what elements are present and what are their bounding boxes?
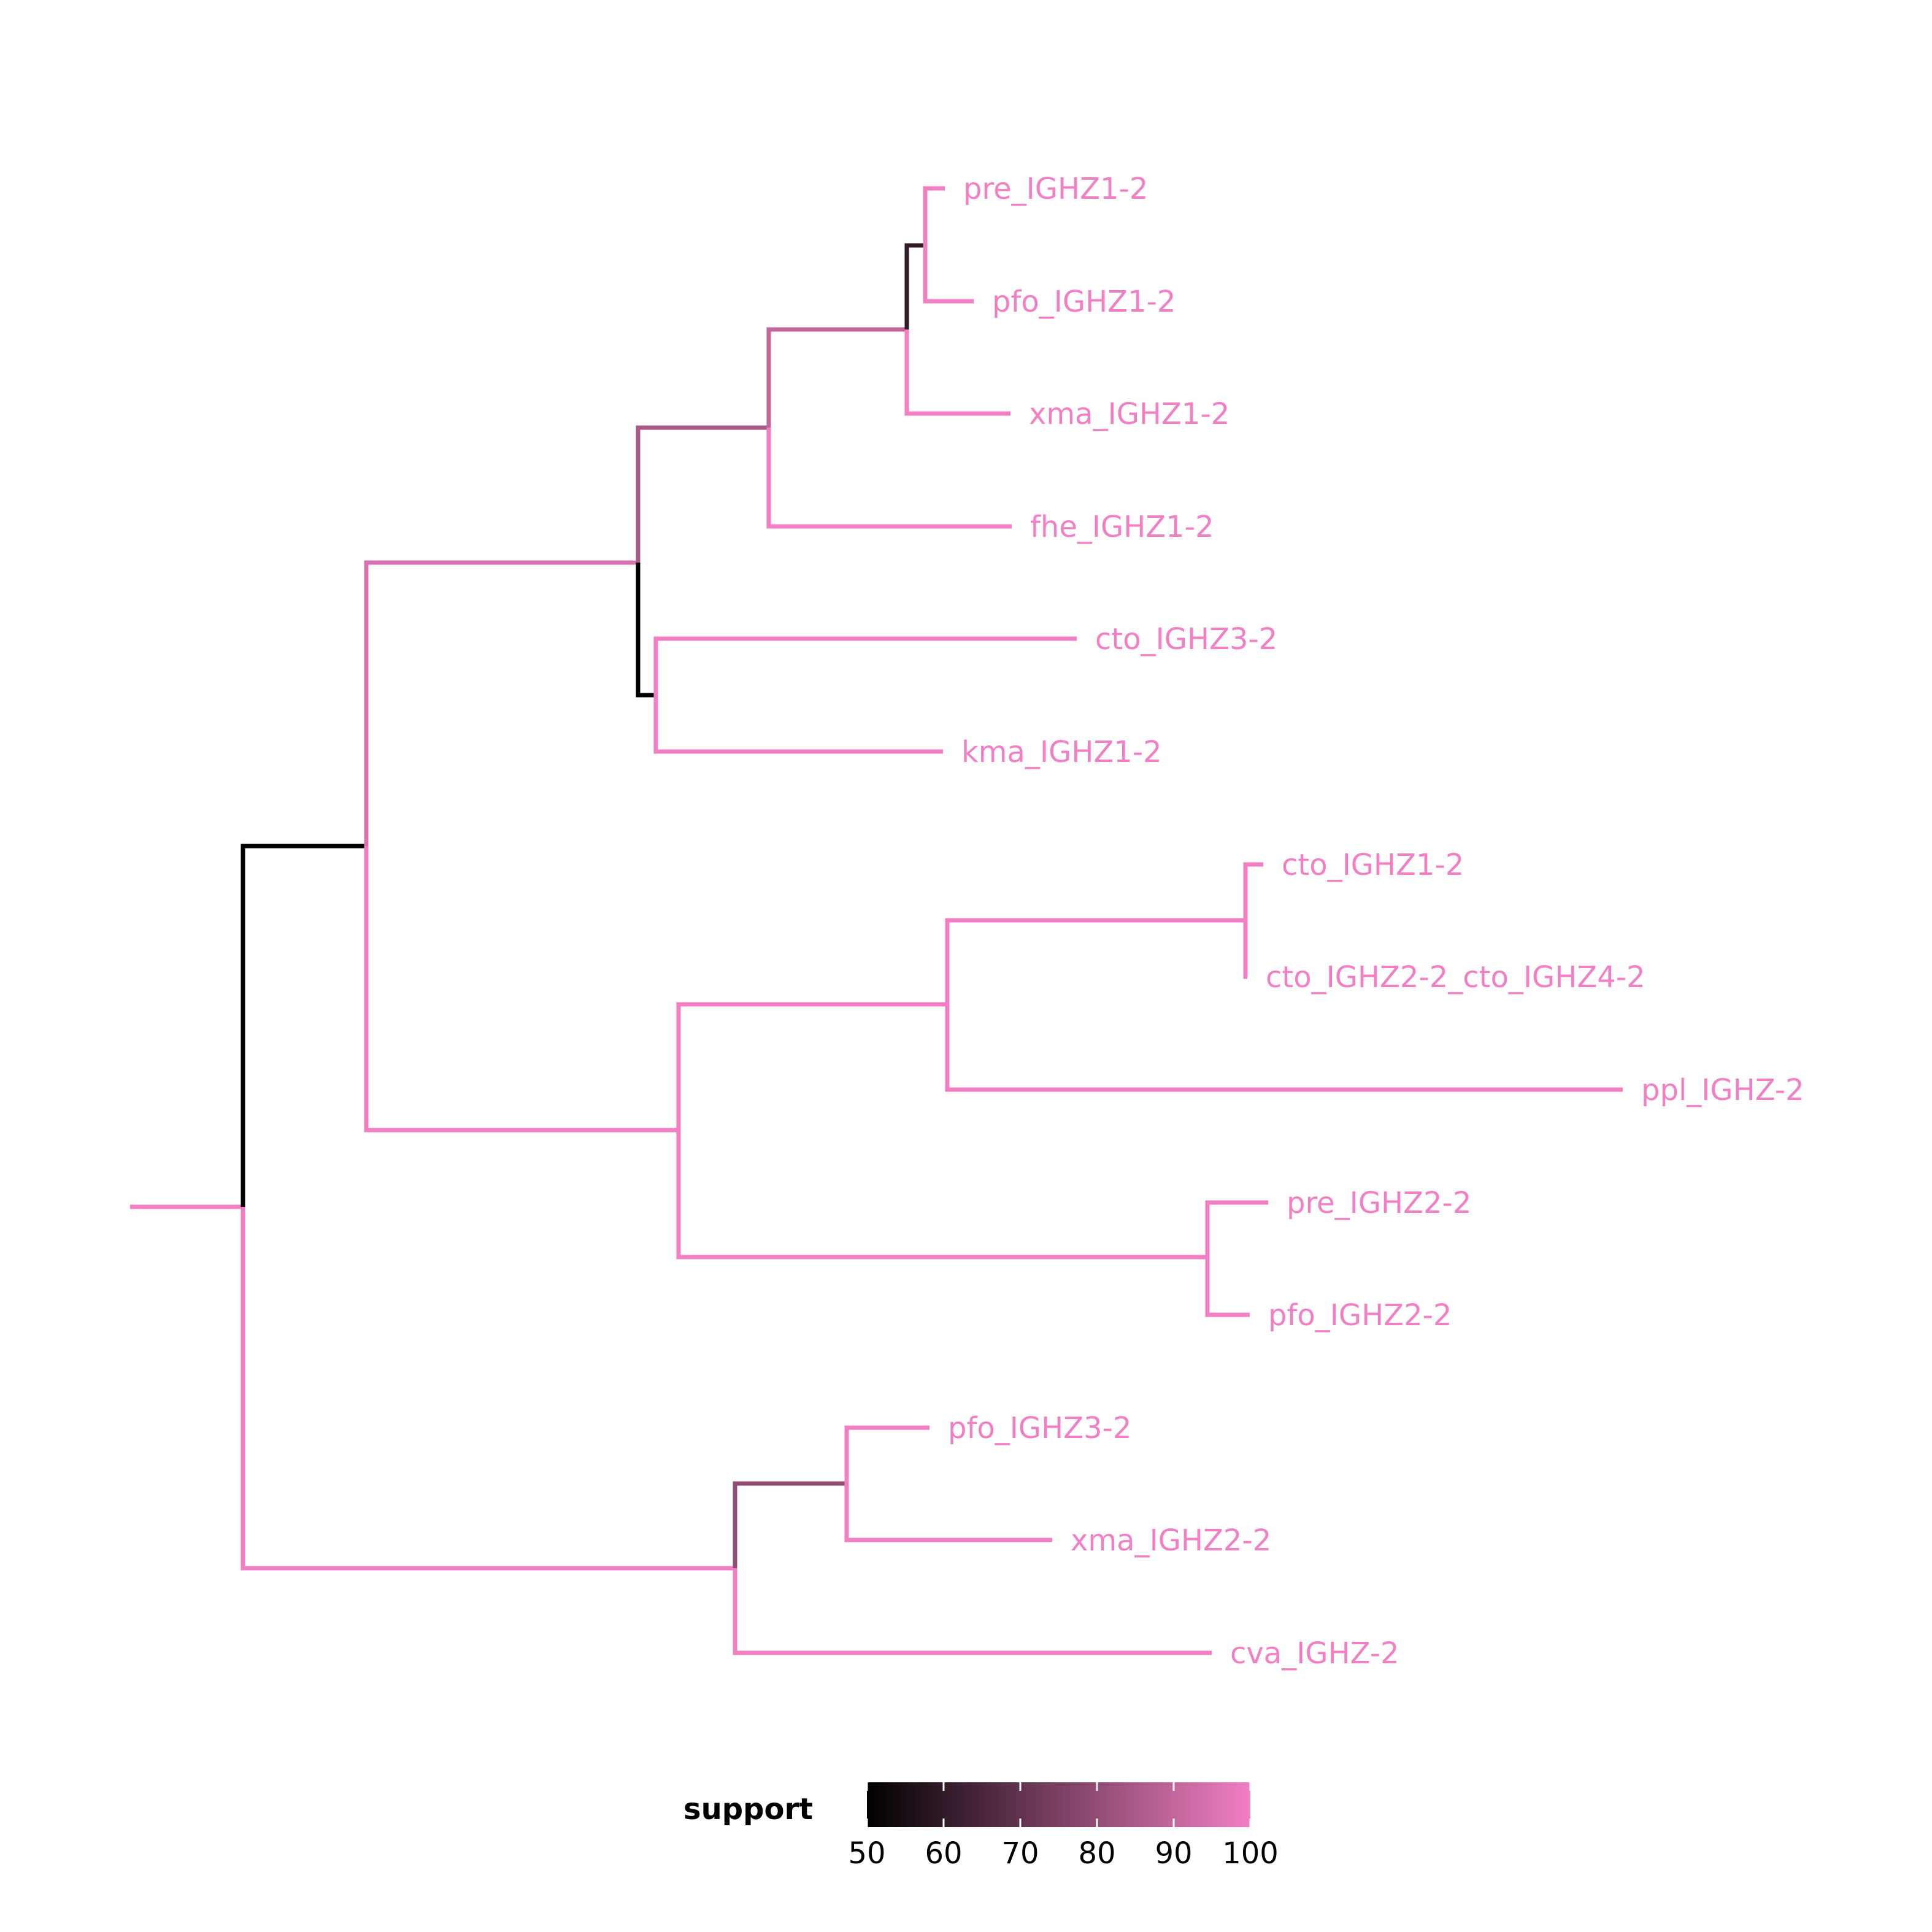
legend-tick-label-80: 80	[1078, 1836, 1115, 1871]
branch-t-pfo1	[923, 245, 974, 304]
branch-t-kma1	[653, 695, 943, 754]
branch-n5	[904, 243, 925, 329]
branch-t-ppl	[945, 1004, 1623, 1092]
tip-labels: pre_IGHZ1-2 pfo_IGHZ1-2 xma_IGHZ1-2 fhe_…	[948, 172, 1804, 1671]
legend-tick-label-70: 70	[1001, 1836, 1039, 1871]
tip-label-pre-ighz1-2: pre_IGHZ1-2	[963, 172, 1148, 206]
branch-t-cto3	[653, 636, 1077, 695]
branch-t-cto1	[1243, 862, 1263, 920]
branch-t-pre2	[1205, 1200, 1268, 1257]
tip-label-cva-ighz-2: cva_IGHZ-2	[1230, 1636, 1399, 1671]
tip-label-pfo-ighz1-2: pfo_IGHZ1-2	[992, 285, 1176, 319]
legend-tick-marks	[866, 1782, 1252, 1827]
tip-label-pre-ighz2-2: pre_IGHZ2-2	[1287, 1186, 1471, 1220]
tip-label-xma-ighz2-2: xma_IGHZ2-2	[1071, 1523, 1271, 1558]
tip-label-pfo-ighz2-2: pfo_IGHZ2-2	[1268, 1298, 1452, 1333]
legend-title: support	[683, 1792, 813, 1826]
branch-n11	[241, 1207, 735, 1571]
legend-tick-label-60: 60	[925, 1836, 962, 1871]
branch-n9	[945, 918, 1245, 1004]
legend-tick-label-90: 90	[1155, 1836, 1192, 1871]
tip-label-kma-ighz1-2: kma_IGHZ1-2	[961, 735, 1162, 769]
branch-n2	[364, 560, 638, 846]
legend-colorbar	[867, 1782, 1250, 1827]
branch-t-cto24	[1243, 920, 1248, 979]
branch-t-fhe1	[766, 428, 1012, 529]
branch-t-cva	[733, 1568, 1212, 1655]
branch-n8	[676, 1002, 947, 1130]
branch-n1	[241, 844, 366, 1207]
branch-n10	[676, 1130, 1207, 1260]
branch-t-xma1	[904, 329, 1010, 416]
support-legend: support 50 60 70 80 90 100	[683, 1782, 1279, 1871]
branch-n12	[733, 1481, 847, 1568]
branch-n3	[636, 425, 769, 563]
tip-label-fhe-ighz1-2: fhe_IGHZ1-2	[1030, 510, 1214, 544]
branch-n4	[766, 327, 907, 428]
branch-n6	[636, 563, 656, 698]
tip-label-ppl-ighz-2: ppl_IGHZ-2	[1641, 1073, 1804, 1107]
tip-label-cto-ighz1-2: cto_IGHZ1-2	[1282, 848, 1464, 882]
tip-label-xma-ighz1-2: xma_IGHZ1-2	[1029, 397, 1230, 431]
tip-label-cto-ighz2-4: cto_IGHZ2-2_cto_IGHZ4-2	[1266, 960, 1645, 995]
legend-tick-label-100: 100	[1222, 1836, 1279, 1871]
branch-t-pfo3	[844, 1425, 929, 1484]
branch-t-pfo2	[1205, 1257, 1250, 1317]
branch-t-pre1	[923, 186, 945, 245]
branch-n7	[364, 846, 679, 1133]
tip-label-pfo-ighz3-2: pfo_IGHZ3-2	[948, 1411, 1131, 1445]
tip-label-cto-ighz3-2: cto_IGHZ3-2	[1095, 622, 1277, 656]
legend-tick-labels: 50 60 70 80 90 100	[848, 1836, 1278, 1871]
tree-branches	[130, 186, 1623, 1655]
branch-t-xma2	[844, 1484, 1052, 1542]
legend-tick-label-50: 50	[848, 1836, 885, 1871]
